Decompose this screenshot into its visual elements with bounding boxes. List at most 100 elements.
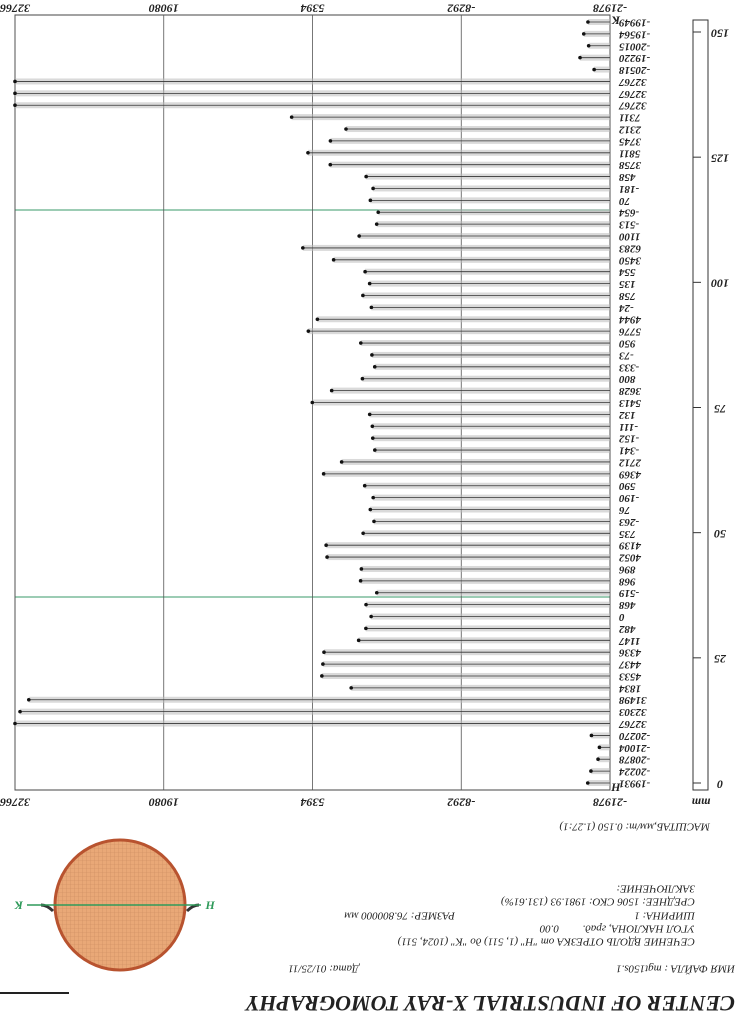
- row-label: 468: [619, 599, 637, 611]
- row-label: 132: [619, 409, 636, 421]
- row-label: -20518: [619, 64, 651, 76]
- point: [349, 686, 353, 690]
- row-label: 1834: [619, 682, 642, 694]
- point: [361, 293, 365, 298]
- row-label: 5413: [619, 397, 642, 409]
- start-marker: Н: [205, 898, 216, 912]
- point: [364, 602, 368, 607]
- row-label: 2712: [619, 456, 643, 468]
- point: [13, 79, 17, 84]
- row-label: -519: [619, 587, 640, 599]
- x-tick-label: -8292: [447, 1, 475, 15]
- row-label: 4139: [619, 540, 643, 552]
- row-label: 31498: [619, 694, 648, 706]
- point: [362, 483, 367, 488]
- row-label: -341: [619, 445, 639, 457]
- point: [321, 472, 326, 476]
- point: [358, 579, 363, 583]
- point: [581, 32, 586, 36]
- point: [306, 329, 311, 333]
- row-label: -20878: [619, 754, 651, 766]
- row-label: 800: [619, 373, 636, 385]
- x-tick-label: 32766: [0, 795, 31, 809]
- point: [586, 20, 590, 24]
- row-label: 6283: [619, 242, 642, 254]
- point: [359, 341, 363, 345]
- point: [18, 709, 22, 714]
- row-label: 32767: [619, 76, 648, 88]
- row-label: 70: [619, 195, 631, 207]
- point: [357, 234, 361, 238]
- row-label: -111: [619, 421, 638, 433]
- ruler-tick-label: 150: [711, 26, 729, 40]
- row-label: 135: [619, 278, 636, 290]
- row-label: -190: [619, 492, 640, 504]
- point: [13, 91, 17, 96]
- angle: УГОЛ НАКЛОНА, град.: [582, 922, 695, 934]
- row-label: 4052: [619, 552, 643, 564]
- point: [376, 210, 381, 215]
- point: [322, 650, 326, 655]
- row-label: 5776: [619, 326, 642, 338]
- section: СЕЧЕНИЕ ВДОЛЬ ОТРЕЗКА от "Н" (1, 511) до…: [397, 935, 695, 947]
- row-label: 950: [619, 338, 636, 350]
- file-name: ИМЯ ФАЙЛА : mgt150s.1: [616, 962, 736, 974]
- date: Дата: 01/25/11: [288, 962, 360, 974]
- row-label: 735: [619, 528, 636, 540]
- row-label: -513: [619, 219, 640, 231]
- point: [344, 127, 348, 131]
- ruler: [692, 19, 709, 791]
- row-label: -20270: [619, 730, 651, 742]
- x-tick-label: -21978: [593, 1, 627, 15]
- row-label: 758: [619, 290, 636, 302]
- start-label: Н: [611, 780, 622, 794]
- point: [372, 519, 376, 524]
- point: [370, 424, 375, 429]
- row-label: 4944: [619, 314, 643, 326]
- point: [589, 733, 594, 738]
- point: [310, 400, 315, 405]
- point: [368, 507, 373, 512]
- row-label: -181: [619, 183, 639, 195]
- ruler-tick-label: 50: [714, 527, 726, 541]
- point: [589, 769, 593, 773]
- row-label: 968: [619, 575, 636, 587]
- point: [361, 531, 365, 536]
- point: [369, 305, 374, 310]
- ruler-tick-label: 0: [717, 777, 723, 791]
- point: [374, 222, 379, 226]
- point: [371, 495, 375, 500]
- row-label: 4533: [619, 670, 643, 682]
- ruler-tick-label: 75: [714, 402, 726, 416]
- point: [315, 317, 320, 322]
- ruler-tick-label: 100: [711, 277, 729, 291]
- point: [363, 269, 367, 274]
- row-label: -19949: [619, 16, 651, 28]
- row-label: 76: [619, 504, 631, 516]
- row-label: -19564: [619, 28, 651, 40]
- point: [324, 543, 328, 547]
- row-label: -24: [619, 302, 634, 314]
- x-tick-label: 5394: [301, 795, 325, 809]
- row-label: 3450: [619, 254, 643, 266]
- row-label: 0: [619, 611, 625, 623]
- row-label: 1147: [619, 635, 641, 647]
- angle-value: 0.00: [539, 922, 559, 934]
- x-tick-label: 5394: [301, 1, 325, 15]
- point: [586, 43, 591, 48]
- stats: СРЕДНЕЕ: 1506 СКО: 1981.93 (131.61%): [501, 895, 695, 907]
- point: [301, 246, 305, 250]
- row-label: -73: [619, 349, 634, 361]
- row-label: -19931: [619, 777, 650, 789]
- point: [13, 103, 17, 108]
- point: [339, 460, 344, 464]
- point: [367, 281, 372, 286]
- row-label: -152: [619, 433, 640, 445]
- point: [26, 697, 31, 702]
- ruler-tick-label: 125: [711, 151, 729, 165]
- point: [370, 353, 374, 357]
- row-label: 32767: [619, 100, 648, 112]
- point: [597, 745, 602, 750]
- point: [329, 388, 334, 393]
- row-label: 3758: [619, 159, 643, 171]
